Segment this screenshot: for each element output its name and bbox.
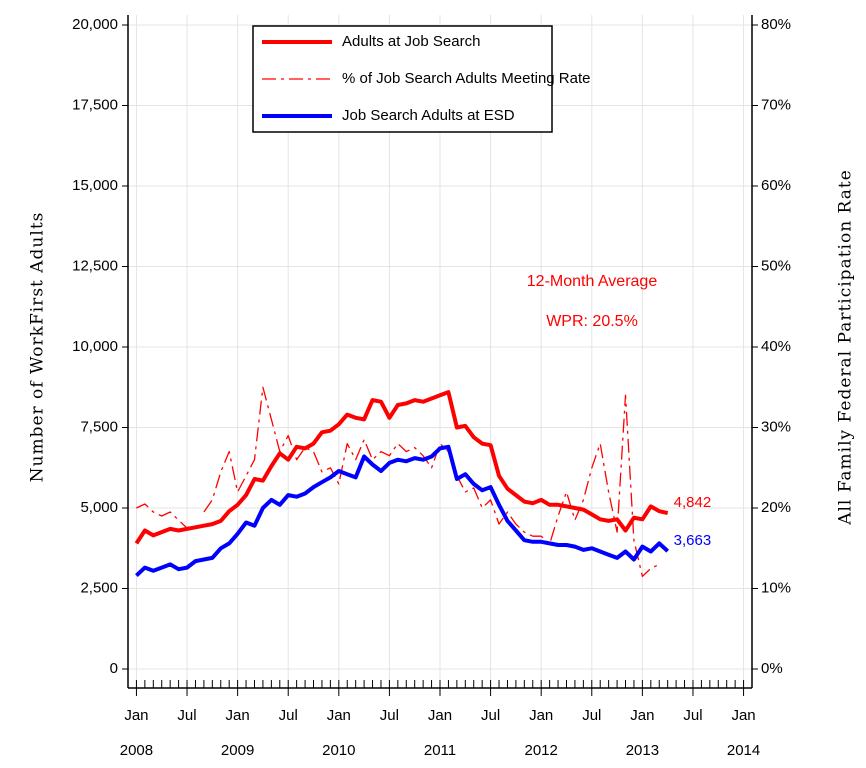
x-year-label: 2014: [727, 742, 760, 759]
x-tick-label: Jul: [481, 707, 500, 724]
y-tick-label: 7,500: [80, 418, 118, 435]
y2-tick-label: 10%: [761, 579, 791, 596]
y-tick-label: 5,000: [80, 499, 118, 516]
x-tick-label: Jan: [327, 707, 351, 724]
y2-tick-label: 40%: [761, 338, 791, 355]
annotation: WPR: 20.5%: [546, 313, 638, 330]
y-tick-label: 15,000: [72, 177, 118, 194]
x-tick-label: Jul: [683, 707, 702, 724]
y2-tick-label: 0%: [761, 660, 783, 677]
annotation: 12-Month Average: [527, 273, 658, 290]
y-tick-label: 10,000: [72, 338, 118, 355]
x-year-label: 2011: [424, 742, 456, 759]
legend: Adults at Job Search % of Job Search Adul…: [252, 25, 590, 133]
legend-label: Job Search Adults at ESD: [342, 107, 515, 124]
y2-tick-label: 30%: [761, 418, 791, 435]
value-label: 3,663: [674, 532, 712, 549]
x-tick-label: Jul: [380, 707, 399, 724]
x-year-label: 2010: [322, 742, 355, 759]
value-label: 4,842: [674, 494, 712, 511]
x-tick-label: Jan: [124, 707, 148, 724]
y-tick-label: 17,500: [72, 96, 118, 113]
x-year-label: 2009: [221, 742, 254, 759]
x-year-label: 2012: [525, 742, 558, 759]
x-tick-label: Jul: [279, 707, 298, 724]
legend-label: Adults at Job Search: [342, 33, 480, 50]
x-tick-label: Jan: [226, 707, 250, 724]
y-tick-label: 2,500: [80, 579, 118, 596]
x-tick-label: Jan: [731, 707, 755, 724]
y2-axis-title: All Family Federal Participation Rate: [836, 169, 856, 526]
y-tick-label: 12,500: [72, 257, 118, 274]
series-line: [135, 444, 670, 578]
y2-tick-label: 60%: [761, 177, 791, 194]
x-tick-label: Jan: [630, 707, 654, 724]
y-axis-title: Number of WorkFirst Adults: [28, 212, 48, 483]
series-line: [134, 390, 669, 545]
y-tick-label: 20,000: [72, 16, 118, 33]
x-year-label: 2013: [626, 742, 659, 759]
series-line: [136, 386, 660, 578]
x-tick-label: Jan: [529, 707, 553, 724]
y2-tick-label: 20%: [761, 499, 791, 516]
y-tick-label: 0: [110, 660, 118, 677]
legend-label: % of Job Search Adults Meeting Rate: [342, 70, 590, 87]
y2-tick-label: 80%: [761, 16, 791, 33]
x-tick-label: Jan: [428, 707, 452, 724]
y2-tick-label: 70%: [761, 96, 791, 113]
x-tick-label: Jul: [177, 707, 196, 724]
x-year-label: 2008: [120, 742, 153, 759]
x-tick-label: Jul: [582, 707, 601, 724]
y2-tick-label: 50%: [761, 257, 791, 274]
